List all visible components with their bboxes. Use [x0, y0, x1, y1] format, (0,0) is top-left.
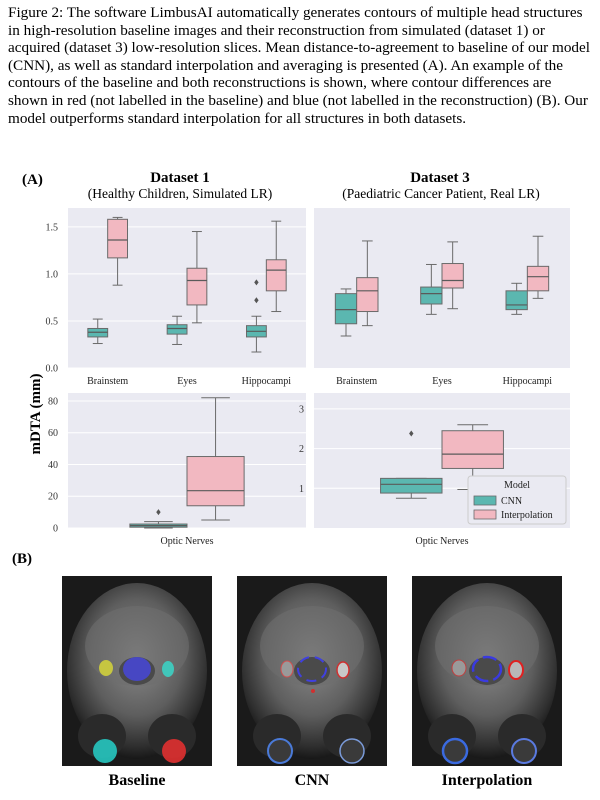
- panel-b-label: (B): [12, 551, 32, 567]
- interpolation-label: Interpolation: [441, 772, 533, 789]
- y-tick-label: 0.0: [46, 364, 59, 375]
- legend-entry: CNN: [501, 496, 522, 507]
- box-interpolation: [186, 456, 245, 507]
- box-interpolation: [107, 218, 128, 259]
- legend-swatch: [473, 495, 497, 506]
- box-interpolation: [441, 263, 464, 289]
- box-cnn: [334, 293, 358, 325]
- y-tick-label: 1: [299, 484, 304, 495]
- y-tick-label: 3: [299, 404, 304, 415]
- eye-left-contour: [93, 739, 117, 763]
- y-tick-label: 20: [48, 492, 58, 503]
- hippocampus-left-contour: [99, 660, 113, 676]
- y-tick-label: 0: [53, 524, 58, 535]
- outlier-marker: [409, 430, 414, 437]
- box-interpolation: [186, 267, 208, 306]
- legend-swatch: [473, 509, 497, 520]
- outlier-marker: [254, 279, 259, 286]
- legend-entry: Interpolation: [501, 510, 553, 521]
- outlier-marker: [254, 297, 259, 304]
- mri-cnn-image: [237, 576, 387, 766]
- dataset3-subtitle: (Paediatric Cancer Patient, Real LR): [342, 186, 540, 201]
- box-plot-chart: mDTA (mm) 0.0 0.5 1.0 1.5 Brainstem Eyes Hippo…: [28, 208, 570, 547]
- y-tick-label: 1.0: [46, 269, 59, 280]
- x-tick-label: Optic Nerves: [160, 536, 213, 547]
- baseline-label: Baseline: [108, 772, 166, 789]
- box-interpolation: [356, 277, 379, 313]
- x-tick-label: Hippocampi: [503, 376, 553, 387]
- dataset3-title: Dataset 3: [410, 170, 470, 186]
- y-axis-label: mDTA (mm): [28, 374, 44, 455]
- x-tick-label: Optic Nerves: [415, 536, 468, 547]
- y-tick-label: 60: [48, 428, 58, 439]
- mri-interpolation-image: [412, 576, 562, 766]
- y-tick-label: 0.5: [46, 316, 59, 327]
- dataset1-subtitle: (Healthy Children, Simulated LR): [87, 186, 273, 201]
- box-cnn: [505, 290, 528, 311]
- brainstem-contour: [123, 657, 151, 681]
- x-tick-label: Eyes: [177, 376, 197, 387]
- mri-baseline-image: [62, 576, 212, 766]
- y-tick-label: 40: [48, 460, 58, 471]
- panel-a-label: (A): [22, 172, 43, 188]
- box-cnn: [166, 324, 188, 335]
- x-tick-label: Brainstem: [87, 376, 128, 387]
- y-tick-label: 1.5: [46, 222, 59, 233]
- cnn-label: CNN: [294, 772, 330, 789]
- eye-right-contour: [162, 739, 186, 763]
- mri-images: [62, 576, 562, 766]
- box-interpolation: [265, 259, 287, 292]
- box-cnn: [420, 286, 443, 305]
- x-tick-label: Eyes: [432, 376, 452, 387]
- y-tick-label: 2: [299, 444, 304, 455]
- dataset1-title: Dataset 1: [150, 170, 210, 186]
- box-cnn: [380, 477, 443, 494]
- box-interpolation: [441, 430, 504, 469]
- outlier-marker: [156, 509, 161, 516]
- box-interpolation: [526, 265, 550, 292]
- figure-caption: Figure 2: The software LimbusAI automati…: [8, 4, 590, 127]
- x-tick-label: Hippocampi: [242, 376, 292, 387]
- legend-title: Model: [504, 480, 530, 491]
- y-tick-label: 80: [48, 396, 58, 407]
- hippocampus-right-contour: [162, 661, 174, 677]
- x-tick-label: Brainstem: [336, 376, 377, 387]
